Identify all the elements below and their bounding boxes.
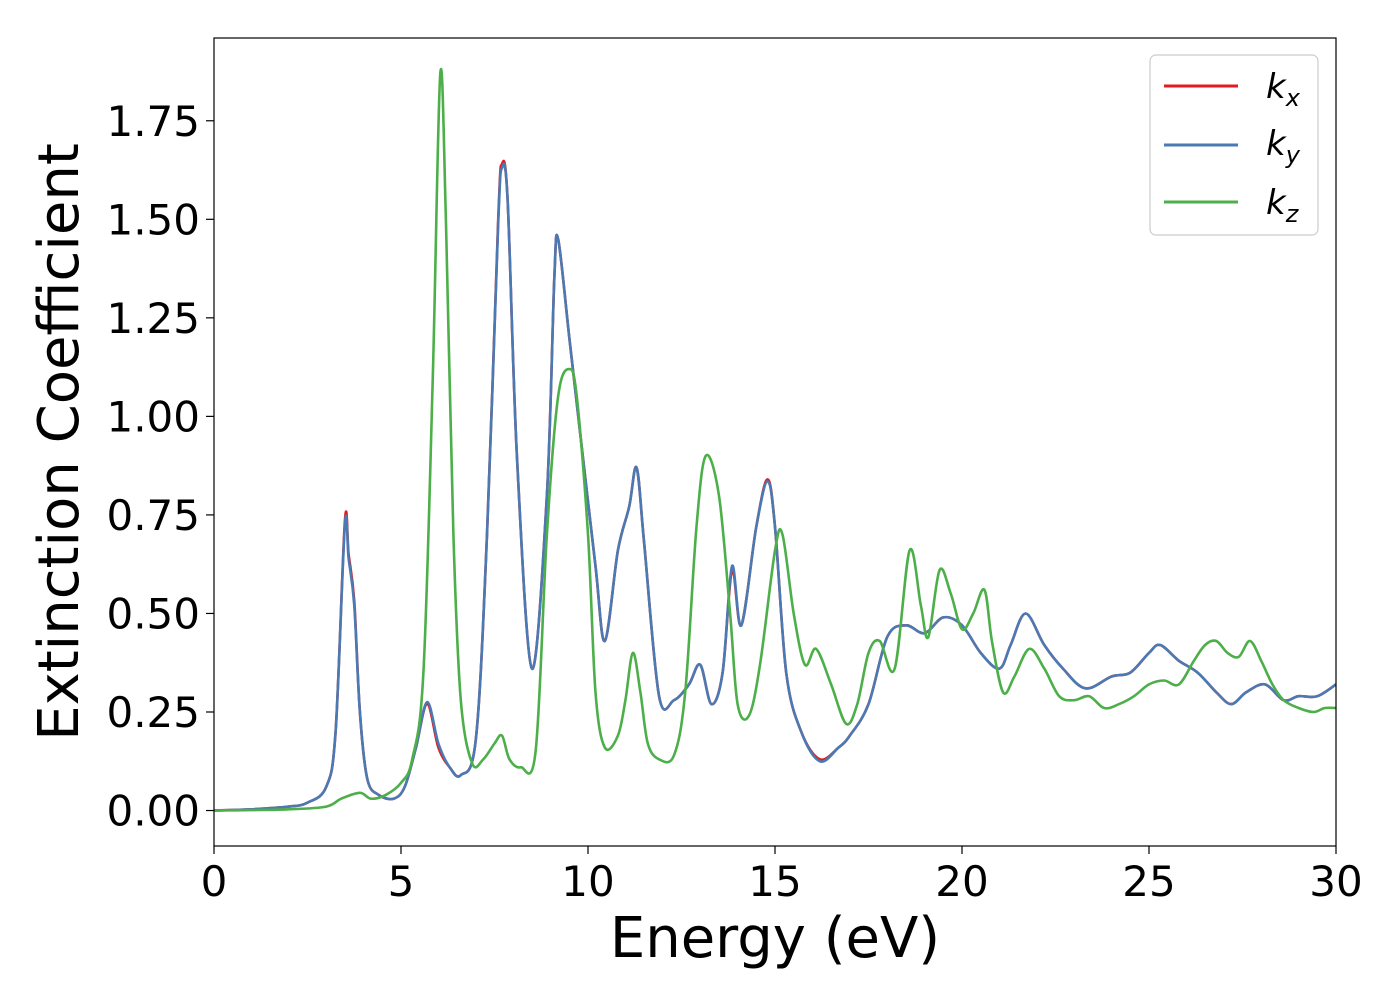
- x-tick-label: 10: [561, 857, 614, 906]
- y-axis: 0.00 0.25 0.50 0.75 1.00 1.25 1.50 1.75: [106, 97, 214, 836]
- x-axis-title: Energy (eV): [610, 906, 940, 971]
- y-tick-label: 0.00: [106, 787, 200, 836]
- x-tick-label: 0: [201, 857, 228, 906]
- legend-label-ky: ky: [1266, 124, 1301, 169]
- y-tick-label: 0.75: [106, 491, 200, 540]
- x-axis: 0 5 10 15 20 25 30: [201, 846, 1363, 906]
- x-tick-label: 25: [1122, 857, 1175, 906]
- legend: kx ky kz: [1149, 54, 1319, 236]
- y-tick-label: 1.25: [106, 294, 200, 343]
- x-tick-label: 5: [388, 857, 415, 906]
- y-tick-label: 1.50: [106, 195, 200, 244]
- x-tick-label: 20: [935, 857, 988, 906]
- y-tick-label: 0.25: [106, 688, 200, 737]
- x-tick-label: 15: [748, 857, 801, 906]
- legend-label-kx: kx: [1266, 67, 1301, 112]
- series-line-kz: [214, 67, 1336, 812]
- legend-label-kz: kz: [1266, 183, 1300, 228]
- y-tick-label: 1.00: [106, 392, 200, 441]
- plot-lines: [214, 67, 1336, 812]
- y-axis-title: Extinction Coefficient: [27, 143, 92, 741]
- y-tick-label: 0.50: [106, 589, 200, 638]
- x-tick-label: 30: [1309, 857, 1362, 906]
- y-tick-label: 1.75: [106, 97, 200, 146]
